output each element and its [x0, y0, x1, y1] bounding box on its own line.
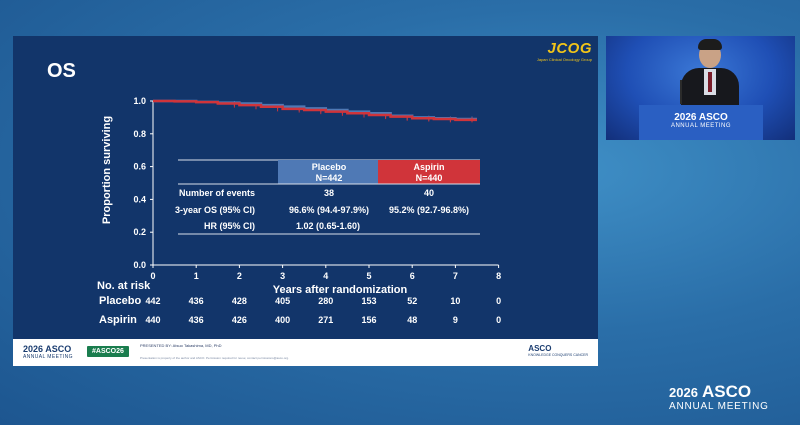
asco-cc-logo-sub: KNOWLEDGE CONQUERS CANCER	[528, 353, 588, 357]
x-tick-label: 0	[150, 271, 155, 281]
table-header-placebo	[278, 160, 380, 184]
at-risk-table: Placebo 442 436 428 405 280 153 52 10 0 Aspirin 440…	[99, 295, 501, 326]
at-risk-row-label: Placebo	[99, 295, 141, 307]
km-survival-chart: Proportion surviving Years after randomi…	[97, 96, 501, 326]
permission-note: Presentation is property of the author a…	[140, 356, 289, 360]
km-curve-aspirin	[153, 99, 477, 122]
speaker-hair	[698, 39, 722, 50]
table-col-n: N=440	[416, 173, 443, 183]
x-axis-label: Years after randomization	[273, 284, 408, 296]
axes: 0.0 0.2 0.4 0.6 0.8 1.0 0 1 2 3 4 5 6 7 8	[133, 96, 501, 281]
at-risk-value: 442	[145, 296, 160, 306]
hashtag-badge: #ASCO26	[87, 346, 129, 357]
jcog-logo-subtitle: Japan Clinical Oncology Group	[536, 57, 592, 62]
table-row-label: HR (95% CI)	[204, 221, 255, 231]
presenter-credit: PRESENTED BY: Atsuo Takashima, MD, PhD	[140, 343, 222, 348]
at-risk-value: 436	[189, 296, 204, 306]
x-tick-label: 6	[410, 271, 415, 281]
asco-mini-logo-title: 2026 ASCO	[23, 344, 72, 354]
x-tick-label: 7	[453, 271, 458, 281]
at-risk-value: 156	[361, 315, 376, 325]
table-header-aspirin	[378, 160, 480, 184]
brand-year: 2026	[669, 385, 698, 400]
brand-name: ASCO	[702, 382, 752, 401]
asco-mini-logo-sub: ANNUAL MEETING	[23, 354, 73, 360]
podium-line1: 2026 ASCO	[674, 112, 728, 123]
x-tick-label: 1	[194, 271, 199, 281]
survival-curves	[153, 99, 477, 123]
table-cell: 95.2% (92.7-96.8%)	[389, 205, 469, 215]
at-risk-value: 0	[496, 315, 501, 325]
table-merged-value: 1.02 (0.65-1.60)	[296, 221, 360, 231]
at-risk-value: 153	[361, 296, 376, 306]
speaker-video-feed: 2026 ASCO ANNUAL MEETING	[606, 36, 795, 140]
at-risk-value: 9	[453, 315, 458, 325]
table-cell: 96.6% (94.4-97.9%)	[289, 205, 369, 215]
y-tick-label: 1.0	[133, 96, 146, 106]
y-tick-label: 0.6	[133, 162, 146, 172]
at-risk-value: 10	[450, 296, 460, 306]
podium-line2: ANNUAL MEETING	[670, 123, 732, 129]
brand-subtitle: ANNUAL MEETING	[669, 401, 769, 412]
table-col-name: Placebo	[312, 162, 347, 172]
table-row-label: 3-year OS (95% CI)	[175, 205, 255, 215]
at-risk-value: 271	[318, 315, 333, 325]
y-axis-label: Proportion surviving	[101, 116, 113, 224]
x-tick-label: 2	[237, 271, 242, 281]
microphone-icon	[680, 80, 682, 104]
x-tick-label: 4	[323, 271, 328, 281]
at-risk-value: 426	[232, 315, 247, 325]
table-cell: 38	[324, 188, 334, 198]
at-risk-value: 0	[496, 296, 501, 306]
jcog-logo: JCOG Japan Clinical Oncology Group	[537, 40, 592, 62]
asco-corner-brand: 2026 ASCO ANNUAL MEETING	[669, 383, 769, 412]
table-row-label: Number of events	[179, 188, 255, 198]
x-tick-label: 5	[366, 271, 371, 281]
table-cell: 40	[424, 188, 434, 198]
at-risk-row-label: Aspirin	[99, 314, 137, 326]
brand-title: 2026 ASCO	[669, 383, 769, 401]
at-risk-value: 52	[407, 296, 417, 306]
table-col-name: Aspirin	[413, 162, 444, 172]
asco-cc-logo-title: ASCO	[528, 344, 552, 353]
y-tick-label: 0.0	[133, 260, 146, 270]
x-tick-label: 3	[280, 271, 285, 281]
asco-cc-logo: ASCO KNOWLEDGE CONQUERS CANCER	[528, 345, 588, 359]
slide-title: OS	[47, 60, 76, 82]
x-tick-label: 8	[496, 271, 501, 281]
y-tick-label: 0.4	[133, 194, 146, 204]
at-risk-value: 400	[275, 315, 290, 325]
at-risk-title: No. at risk	[97, 280, 151, 292]
at-risk-value: 280	[318, 296, 333, 306]
jcog-logo-text: JCOG	[547, 40, 592, 57]
table-col-n: N=442	[316, 173, 343, 183]
speaker-tie	[708, 72, 712, 92]
podium: 2026 ASCO ANNUAL MEETING	[639, 105, 763, 140]
y-tick-label: 0.8	[133, 129, 146, 139]
asco-mini-logo: 2026 ASCO ANNUAL MEETING	[23, 345, 73, 361]
at-risk-value: 436	[189, 315, 204, 325]
presentation-slide: OS JCOG Japan Clinical Oncology Group Pr…	[13, 36, 598, 366]
at-risk-value: 405	[275, 296, 290, 306]
y-tick-label: 0.2	[133, 227, 146, 237]
at-risk-value: 428	[232, 296, 247, 306]
slide-footer: 2026 ASCO ANNUAL MEETING #ASCO26 PRESENT…	[13, 339, 598, 366]
at-risk-value: 48	[407, 315, 417, 325]
at-risk-value: 440	[145, 315, 160, 325]
